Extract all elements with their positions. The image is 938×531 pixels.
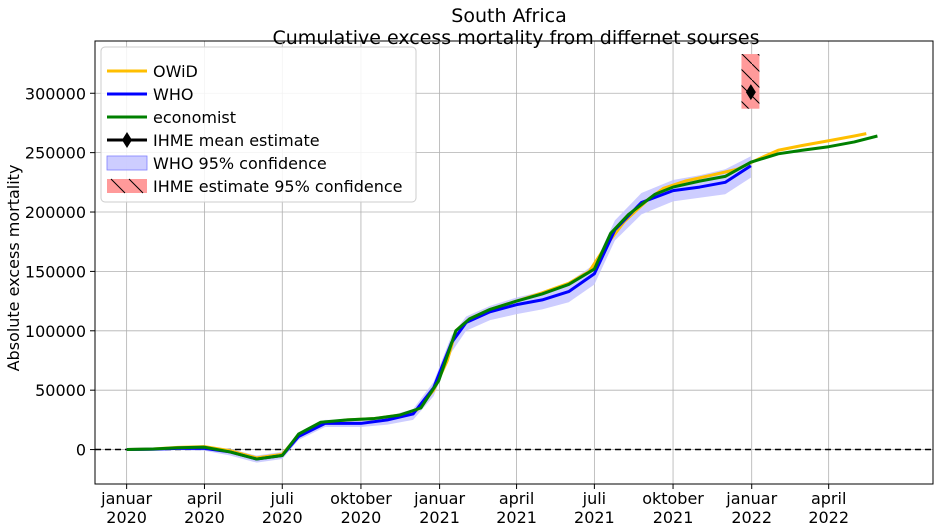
x-tick-label-year: 2021: [574, 508, 615, 527]
legend-box: [100, 46, 417, 203]
y-tick-label: 50000: [35, 381, 86, 400]
chart-subtitle: Cumulative excess mortality from differn…: [273, 27, 760, 49]
legend-label-who: WHO: [153, 85, 193, 104]
y-axis-label: Absolute excess mortality: [4, 165, 23, 372]
series-line-who: [126, 164, 752, 461]
x-tick-label: januar: [100, 489, 152, 508]
x-tick-label-year: 2020: [262, 508, 303, 527]
plot-frame: [94, 40, 934, 485]
x-tick-label: juli: [582, 489, 606, 508]
x-tick-label-year: 2022: [731, 508, 772, 527]
y-tick-label: 250000: [25, 144, 86, 163]
x-tick-label-year: 2022: [808, 508, 849, 527]
y-tick-label: 200000: [25, 203, 86, 222]
ihme-mean-point: [745, 84, 756, 101]
x-tick-label: april: [499, 489, 534, 508]
x-tick-label-year: 2020: [106, 508, 147, 527]
x-tick-label: oktober: [330, 489, 392, 508]
grid: [95, 41, 933, 484]
x-tick-label: april: [187, 489, 222, 508]
legend-label-who-95-confidence: WHO 95% confidence: [153, 154, 327, 173]
x-tick-label: oktober: [642, 489, 704, 508]
legend-swatch: [106, 155, 148, 171]
chart-title: South Africa: [451, 5, 566, 27]
axis-ticks: januar2020april2020juli2020oktober2020ja…: [25, 84, 849, 527]
who-confidence-band: [126, 156, 751, 463]
y-tick-label: 150000: [25, 262, 86, 281]
x-tick-label-year: 2020: [341, 508, 382, 527]
x-tick-label-year: 2021: [496, 508, 537, 527]
x-tick-label-year: 2021: [419, 508, 460, 527]
y-tick-label: 300000: [25, 84, 86, 103]
legend-label-owid: OWiD: [153, 62, 198, 81]
ihme-confidence-box: [741, 54, 760, 109]
legend-swatch: [107, 179, 147, 193]
x-tick-label: januar: [725, 489, 777, 508]
x-tick-label: januar: [413, 489, 465, 508]
legend-marker: [122, 132, 132, 148]
legend-label-ihme-mean-estimate: IHME mean estimate: [153, 131, 320, 150]
x-tick-label-year: 2021: [653, 508, 694, 527]
legend-label-economist: economist: [153, 108, 236, 127]
x-tick-label: juli: [270, 489, 294, 508]
series-line-economist: [126, 134, 878, 461]
legend-hatch: [110, 178, 126, 194]
y-tick-label: 0: [76, 441, 86, 460]
x-tick-label: april: [811, 489, 846, 508]
legend: OWiD WHO economist IHME mean estimate WHO 95…: [100, 46, 417, 203]
x-tick-label-year: 2020: [184, 508, 225, 527]
plot-area: [95, 54, 933, 463]
legend-label-ihme-estimate-95-confidence: IHME estimate 95% confidence: [153, 177, 402, 196]
legend-hatch: [128, 178, 144, 194]
y-tick-label: 100000: [25, 322, 86, 341]
